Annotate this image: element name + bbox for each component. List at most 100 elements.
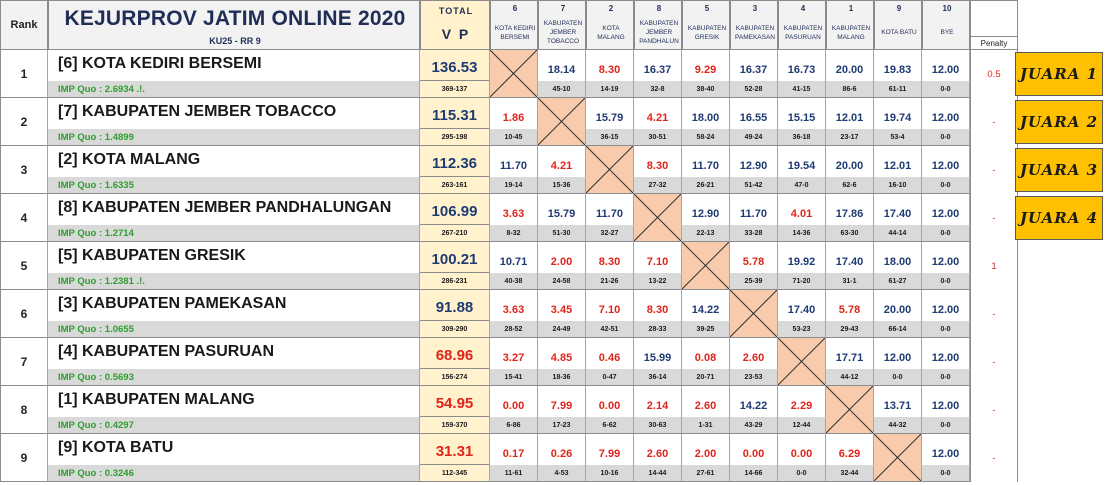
column-team-name-line1: KOTA xyxy=(602,24,620,32)
match-imp-score: 28-52 xyxy=(490,321,538,338)
column-number: 1 xyxy=(848,3,854,13)
match-vp: 20.00 xyxy=(826,146,874,177)
match-vp: 12.00 xyxy=(922,386,970,417)
penalty-value: - xyxy=(970,338,1018,386)
match-imp-score: 22-13 xyxy=(682,225,730,242)
match-imp-score: 31-1 xyxy=(826,273,874,290)
match-vp: 12.01 xyxy=(874,146,922,177)
match-imp-score: 0-0 xyxy=(922,417,970,434)
match-imp-score: 61-11 xyxy=(874,81,922,98)
match-imp-score: 8-32 xyxy=(490,225,538,242)
match-imp-score: 62-6 xyxy=(826,177,874,194)
match-vp: 7.10 xyxy=(586,290,634,321)
match-vp: 11.70 xyxy=(730,194,778,225)
match-vp: 2.60 xyxy=(730,338,778,369)
column-team-name-line2: PASURUAN xyxy=(785,33,821,41)
total-imp-score: 309-290 xyxy=(420,321,490,338)
vp-label: V P xyxy=(441,26,471,42)
penalty-header-spacer xyxy=(970,0,1018,36)
column-team-name: KABUPATEN MALANG xyxy=(827,16,875,49)
rank-cell: 5 xyxy=(0,242,48,290)
total-imp-score: 369-137 xyxy=(420,81,490,98)
imp-quotient: IMP Quo : 1.4899 xyxy=(48,129,420,146)
match-imp-score: 15-36 xyxy=(538,177,586,194)
match-vp: 0.00 xyxy=(586,386,634,417)
rank-cell: 8 xyxy=(0,386,48,434)
cross-icon xyxy=(538,98,585,145)
cross-icon xyxy=(682,242,729,289)
column-team-name-line2: TOBACCO xyxy=(546,38,580,45)
column-header: 2 KOTA MALANG xyxy=(586,0,634,50)
match-vp: 15.15 xyxy=(778,98,826,129)
match-imp-score: 30-51 xyxy=(634,129,682,146)
team-name: [1] KABUPATEN MALANG xyxy=(48,386,420,417)
column-header: 4 KABUPATEN PASURUAN xyxy=(778,0,826,50)
total-label: TOTAL xyxy=(438,6,474,16)
column-team-name: KABUPATEN PASURUAN xyxy=(779,16,827,49)
match-vp: 18.00 xyxy=(874,242,922,273)
match-vp: 17.40 xyxy=(778,290,826,321)
match-imp-score: 0-0 xyxy=(922,465,970,482)
column-header: 8 KABUPATEN JEMBER PANDHALUN xyxy=(634,0,682,50)
rank-cell: 9 xyxy=(0,434,48,482)
column-team-name-line2: MALANG xyxy=(837,33,865,41)
match-vp: 18.00 xyxy=(682,98,730,129)
match-imp-score: 40-38 xyxy=(490,273,538,290)
match-vp: 7.99 xyxy=(586,434,634,465)
match-vp: 2.60 xyxy=(682,386,730,417)
match-imp-score: 20-71 xyxy=(682,369,730,386)
match-imp-score: 0-0 xyxy=(922,81,970,98)
match-imp-score: 1-31 xyxy=(682,417,730,434)
match-vp: 4.21 xyxy=(538,146,586,177)
match-vp: 12.00 xyxy=(922,194,970,225)
match-vp: 18.14 xyxy=(538,50,586,81)
match-imp-score: 23-17 xyxy=(826,129,874,146)
column-team-name-line2: BERSEMI xyxy=(500,33,530,41)
match-vp: 6.29 xyxy=(826,434,874,465)
column-number: 7 xyxy=(560,3,566,13)
match-vp: 0.00 xyxy=(490,386,538,417)
total-vp-header: TOTAL V P xyxy=(420,0,490,50)
match-imp-score: 44-32 xyxy=(874,417,922,434)
column-number: 10 xyxy=(942,3,952,13)
match-vp: 12.00 xyxy=(922,434,970,465)
rank-cell: 3 xyxy=(0,146,48,194)
match-imp-score: 6-62 xyxy=(586,417,634,434)
match-vp: 15.99 xyxy=(634,338,682,369)
match-vp: 8.30 xyxy=(586,50,634,81)
match-vp: 12.90 xyxy=(730,146,778,177)
match-imp-score: 30-63 xyxy=(634,417,682,434)
title-header: KEJURPROV JATIM ONLINE 2020 KU25 - RR 9 xyxy=(48,0,420,50)
imp-quotient: IMP Quo : 0.3246 xyxy=(48,465,420,482)
match-imp-score: 44-14 xyxy=(874,225,922,242)
team-name: [4] KABUPATEN PASURUAN xyxy=(48,338,420,369)
column-team-name: KABUPATEN JEMBER PANDHALUN xyxy=(635,16,683,49)
page-subtitle: KU25 - RR 9 xyxy=(209,36,261,46)
match-vp: 16.73 xyxy=(778,50,826,81)
self-match-cell xyxy=(586,146,634,194)
team-name: [8] KABUPATEN JEMBER PANDHALUNGAN xyxy=(48,194,420,225)
penalty-value: - xyxy=(970,386,1018,434)
match-vp: 0.26 xyxy=(538,434,586,465)
cross-icon xyxy=(778,338,825,385)
match-imp-score: 6-86 xyxy=(490,417,538,434)
cross-icon xyxy=(730,290,777,337)
match-imp-score: 18-36 xyxy=(538,369,586,386)
match-imp-score: 0-0 xyxy=(922,321,970,338)
match-imp-score: 0-0 xyxy=(922,225,970,242)
match-vp: 9.29 xyxy=(682,50,730,81)
match-vp: 3.63 xyxy=(490,194,538,225)
rank-cell: 6 xyxy=(0,290,48,338)
juara-badge: JUARA 2 xyxy=(1015,100,1103,144)
total-vp-value: 100.21 xyxy=(420,242,490,273)
match-vp: 7.10 xyxy=(634,242,682,273)
total-vp-value: 112.36 xyxy=(420,146,490,177)
team-name: [2] KOTA MALANG xyxy=(48,146,420,177)
column-team-name-line1: KOTA KEDIRI xyxy=(494,24,536,32)
match-vp: 16.55 xyxy=(730,98,778,129)
column-number: 9 xyxy=(896,3,902,13)
match-vp: 8.30 xyxy=(586,242,634,273)
match-imp-score: 19-14 xyxy=(490,177,538,194)
total-vp-value: 31.31 xyxy=(420,434,490,465)
match-vp: 14.22 xyxy=(730,386,778,417)
